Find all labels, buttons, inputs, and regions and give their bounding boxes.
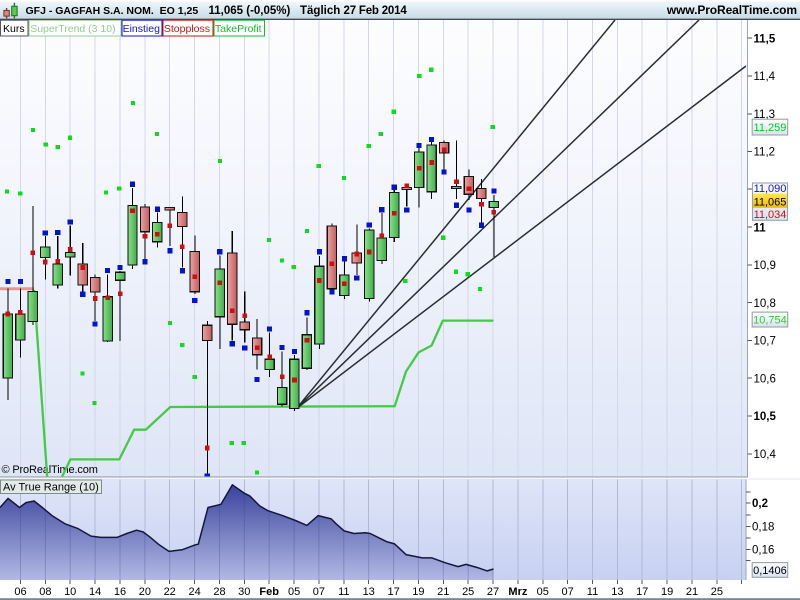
svg-text:07: 07 [561,586,573,598]
svg-text:24: 24 [188,586,200,598]
svg-text:06: 06 [14,586,26,598]
svg-text:0,16: 0,16 [752,545,774,557]
svg-text:10,754: 10,754 [753,314,787,326]
svg-text:www.ProRealTime.com: www.ProRealTime.com [666,3,797,17]
svg-text:22: 22 [164,586,176,598]
svg-text:25: 25 [711,586,723,598]
svg-text:16: 16 [114,586,126,598]
svg-text:0,2: 0,2 [752,498,768,510]
svg-text:Täglich: Täglich [300,5,340,17]
svg-text:30: 30 [238,586,250,598]
svg-text:19: 19 [412,586,424,598]
svg-text:0,18: 0,18 [752,522,774,534]
svg-text:10,4: 10,4 [754,449,777,461]
svg-text:11,4: 11,4 [754,71,776,83]
svg-text:11: 11 [587,586,598,598]
svg-text:13: 13 [363,586,375,598]
svg-text:21: 21 [686,586,698,598]
svg-text:11: 11 [338,586,349,598]
svg-text:21: 21 [437,586,449,598]
svg-text:17: 17 [636,586,648,598]
svg-text:TakeProfit: TakeProfit [215,23,262,35]
svg-text:0,1406: 0,1406 [753,565,787,577]
svg-text:11,065: 11,065 [754,196,787,208]
svg-text:Feb: Feb [259,586,279,598]
svg-text:17: 17 [387,586,399,598]
svg-text:20: 20 [139,586,151,598]
svg-text:11,259: 11,259 [754,122,787,134]
svg-text:11,065 (-0,05%): 11,065 (-0,05%) [209,5,291,17]
svg-text:10: 10 [64,586,76,598]
svg-text:27 Feb 2014: 27 Feb 2014 [344,5,408,17]
svg-text:Stopploss: Stopploss [164,23,210,35]
svg-text:13: 13 [611,586,623,598]
svg-text:10,5: 10,5 [754,411,777,423]
svg-text:11,2: 11,2 [754,147,776,159]
svg-text:11: 11 [754,222,767,234]
svg-text:10,6: 10,6 [754,373,776,385]
svg-text:Einstieg: Einstieg [123,23,161,35]
svg-text:11,034: 11,034 [754,209,787,221]
svg-text:© ProRealTime.com: © ProRealTime.com [2,464,98,476]
svg-text:25: 25 [462,586,474,598]
svg-text:08: 08 [39,586,51,598]
svg-text:Mrz: Mrz [508,586,527,598]
svg-text:10,7: 10,7 [754,336,776,348]
svg-text:10,8: 10,8 [754,298,776,310]
svg-text:GFJ - GAGFAH S.A. NOM. EO 1,2: GFJ - GAGFAH S.A. NOM. EO 1,25 [26,5,199,17]
svg-text:SuperTrend (3 10): SuperTrend (3 10) [30,23,115,35]
svg-text:11,5: 11,5 [754,33,776,45]
svg-text:14: 14 [89,586,101,598]
svg-text:11,3: 11,3 [754,109,776,121]
svg-text:05: 05 [537,586,549,598]
svg-text:27: 27 [487,586,499,598]
svg-text:11,090: 11,090 [754,183,787,195]
svg-text:28: 28 [213,586,225,598]
svg-text:05: 05 [288,586,300,598]
svg-text:19: 19 [661,586,673,598]
svg-text:10,9: 10,9 [754,260,776,272]
svg-text:Av True Range (10): Av True Range (10) [3,482,99,494]
svg-text:07: 07 [313,586,325,598]
svg-text:Kurs: Kurs [3,23,25,35]
